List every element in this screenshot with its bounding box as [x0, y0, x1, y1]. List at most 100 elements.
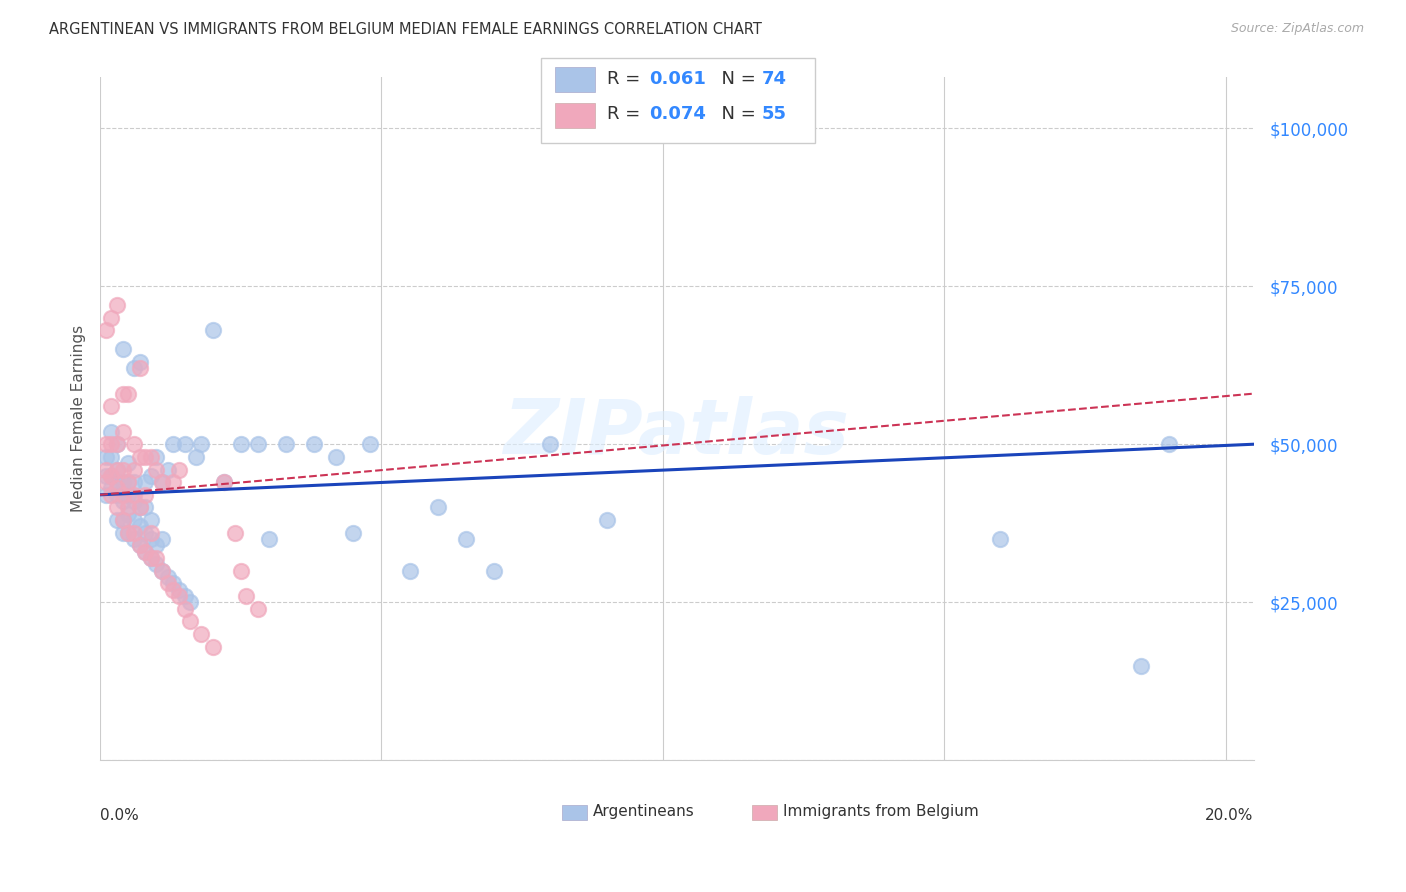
Point [426, 500, 449, 515]
Point [128, 500, 150, 515]
Point [224, 525, 246, 540]
Point [990, 532, 1012, 546]
Point [274, 437, 297, 451]
Point [179, 595, 201, 609]
Point [156, 576, 179, 591]
Point [173, 601, 195, 615]
Point [156, 462, 179, 476]
Point [139, 551, 162, 566]
Point [122, 475, 145, 490]
Point [1159, 437, 1181, 451]
Point [100, 425, 122, 439]
Point [134, 500, 156, 515]
Point [229, 437, 252, 451]
Text: ZIPatlas: ZIPatlas [503, 395, 849, 469]
Point [117, 475, 139, 490]
Point [398, 564, 420, 578]
Point [162, 582, 184, 597]
Text: N =: N = [710, 70, 762, 88]
Point [229, 564, 252, 578]
Point [111, 386, 134, 401]
Point [150, 475, 173, 490]
Point [105, 488, 128, 502]
Point [173, 437, 195, 451]
Point [122, 513, 145, 527]
Point [100, 468, 122, 483]
Point [117, 525, 139, 540]
Point [184, 450, 207, 464]
Point [201, 323, 224, 337]
Point [359, 437, 381, 451]
Point [150, 532, 173, 546]
Point [100, 437, 122, 451]
Point [145, 558, 167, 572]
Text: Argentineans: Argentineans [593, 804, 695, 819]
Text: 74: 74 [762, 70, 787, 88]
Point [257, 532, 280, 546]
Point [342, 525, 364, 540]
Point [145, 551, 167, 566]
Point [100, 310, 122, 325]
Point [100, 399, 122, 413]
Point [94, 437, 117, 451]
Point [111, 494, 134, 508]
Point [122, 361, 145, 376]
Point [212, 475, 235, 490]
Point [94, 323, 117, 337]
Point [117, 475, 139, 490]
Text: ARGENTINEAN VS IMMIGRANTS FROM BELGIUM MEDIAN FEMALE EARNINGS CORRELATION CHART: ARGENTINEAN VS IMMIGRANTS FROM BELGIUM M… [49, 22, 762, 37]
Point [122, 488, 145, 502]
Point [173, 589, 195, 603]
Point [150, 564, 173, 578]
Point [128, 538, 150, 552]
Point [105, 298, 128, 312]
Point [105, 462, 128, 476]
Text: 55: 55 [762, 105, 787, 123]
Text: 0.0%: 0.0% [100, 808, 139, 823]
Point [100, 488, 122, 502]
Point [201, 640, 224, 654]
Point [134, 525, 156, 540]
Point [94, 450, 117, 464]
Point [111, 462, 134, 476]
Y-axis label: Median Female Earnings: Median Female Earnings [72, 326, 86, 513]
Point [167, 582, 190, 597]
Point [162, 475, 184, 490]
Text: 0.061: 0.061 [650, 70, 706, 88]
Point [162, 437, 184, 451]
Point [134, 545, 156, 559]
Point [94, 488, 117, 502]
Point [595, 513, 617, 527]
Point [100, 468, 122, 483]
Point [134, 488, 156, 502]
Point [167, 462, 190, 476]
Point [212, 475, 235, 490]
FancyBboxPatch shape [561, 805, 586, 820]
Point [302, 437, 325, 451]
Point [122, 494, 145, 508]
Point [325, 450, 347, 464]
Point [128, 519, 150, 533]
Point [179, 615, 201, 629]
Point [128, 355, 150, 369]
Point [105, 437, 128, 451]
Point [111, 425, 134, 439]
Point [139, 551, 162, 566]
Point [128, 361, 150, 376]
Point [105, 462, 128, 476]
FancyBboxPatch shape [752, 805, 778, 820]
Point [111, 513, 134, 527]
Point [134, 475, 156, 490]
Point [122, 525, 145, 540]
Text: Immigrants from Belgium: Immigrants from Belgium [783, 804, 979, 819]
Point [139, 513, 162, 527]
Point [117, 507, 139, 521]
Point [139, 532, 162, 546]
Text: N =: N = [710, 105, 762, 123]
Point [235, 589, 257, 603]
Point [122, 532, 145, 546]
Point [111, 475, 134, 490]
Point [145, 462, 167, 476]
Point [156, 570, 179, 584]
Point [482, 564, 505, 578]
